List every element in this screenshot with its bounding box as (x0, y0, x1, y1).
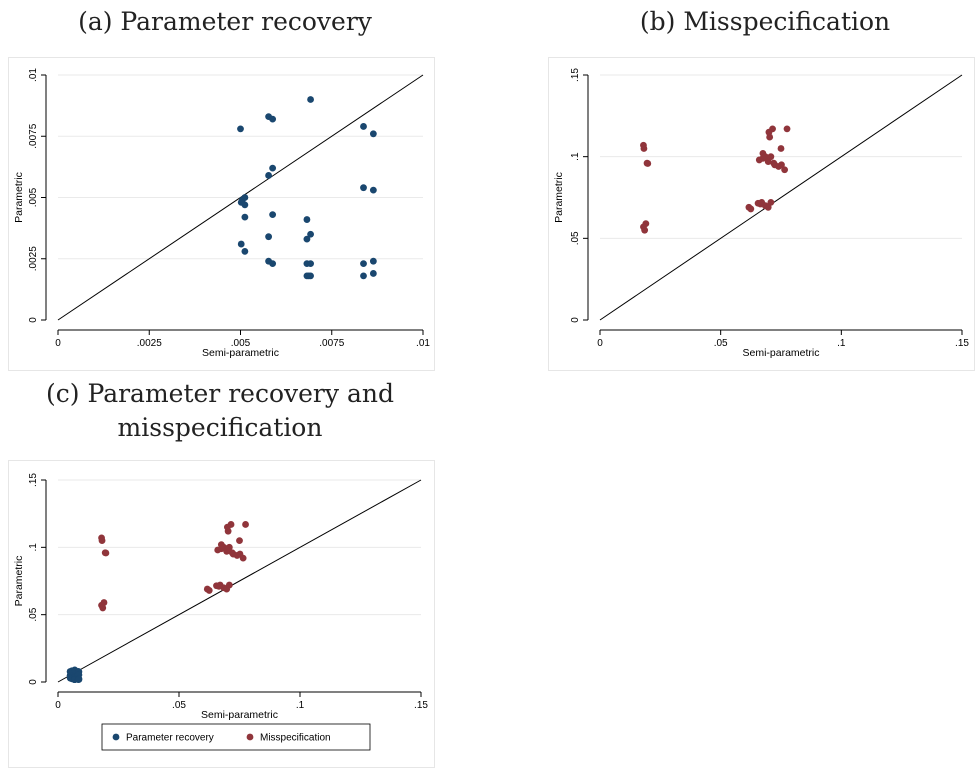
data-point (103, 550, 110, 557)
data-point (370, 130, 377, 137)
y-axis-title: Parametric (553, 172, 565, 223)
data-point (236, 537, 243, 544)
chart-a: 0 .0025 .005 .0075 .01 0 .0025 .005 .0075 .01 Semi… (8, 57, 435, 371)
y-tick-label: .15 (28, 473, 39, 487)
x-tick-label: .05 (172, 700, 186, 711)
y-tick-label: 0 (28, 679, 39, 685)
data-point (644, 160, 651, 167)
y-axis-title: Parametric (13, 172, 25, 223)
chart-frame (9, 58, 435, 371)
data-point (781, 166, 788, 173)
chart-panel-b: 0 .05 .1 .15 0 .05 .1 .15 Semi-parametric Paramet… (548, 57, 975, 371)
data-point (238, 241, 245, 248)
data-point (307, 96, 314, 103)
y-tick-label: .05 (28, 607, 39, 621)
caption-c-line1: (c) Parameter recovery and (15, 376, 425, 411)
data-point (370, 258, 377, 265)
y-tick-label: 0 (570, 317, 581, 323)
data-point (242, 521, 249, 528)
data-point (747, 206, 754, 213)
data-point (226, 582, 233, 589)
y-tick-label: .0025 (28, 246, 39, 271)
data-point (307, 260, 314, 267)
data-point (269, 165, 276, 172)
data-point (784, 126, 791, 133)
data-point (304, 216, 311, 223)
x-tick-label: 0 (55, 338, 61, 349)
x-tick-label: 0 (55, 700, 61, 711)
data-point (269, 116, 276, 123)
x-tick-label: .15 (955, 338, 969, 349)
y-axis-title: Parametric (13, 556, 25, 607)
data-point (99, 605, 106, 612)
chart-frame (549, 58, 975, 371)
x-tick-label: .1 (296, 700, 305, 711)
legend-label: Parameter recovery (126, 733, 214, 744)
data-point (767, 153, 774, 160)
x-tick-label: .0075 (319, 338, 344, 349)
x-tick-label: .1 (837, 338, 846, 349)
x-tick-label: .15 (414, 700, 428, 711)
data-point (269, 260, 276, 267)
data-point (766, 129, 773, 136)
data-point (99, 537, 106, 544)
caption-c-line2: misspecification (15, 410, 425, 445)
y-tick-label: .05 (570, 231, 581, 245)
caption-a: (a) Parameter recovery (40, 4, 410, 39)
chart-frame (9, 461, 435, 768)
data-point (757, 201, 764, 208)
data-point (778, 145, 785, 152)
y-tick-label: 0 (28, 317, 39, 323)
data-point (216, 583, 223, 590)
data-point (370, 187, 377, 194)
data-point (360, 260, 367, 267)
y-tick-label: .0075 (28, 123, 39, 148)
data-point (370, 270, 377, 277)
chart-c: 0 .05 .1 .15 0 .05 .1 .15 Semi-parametric Paramet… (8, 460, 435, 768)
legend-marker (247, 734, 254, 741)
data-point (265, 233, 272, 240)
data-point (265, 172, 272, 179)
legend-label: Misspecification (260, 733, 331, 744)
chart-panel-a: 0 .0025 .005 .0075 .01 0 .0025 .005 .0075 .01 Semi… (8, 57, 435, 371)
data-point (304, 236, 311, 243)
y-tick-label: .1 (570, 152, 581, 161)
legend-marker (113, 734, 120, 741)
data-point (226, 544, 233, 551)
data-point (269, 211, 276, 218)
chart-panel-c: 0 .05 .1 .15 0 .05 .1 .15 Semi-parametric Paramet… (8, 460, 435, 768)
y-tick-label: .01 (28, 68, 39, 82)
y-tick-label: .15 (570, 68, 581, 82)
data-point (307, 273, 314, 280)
data-point (360, 184, 367, 191)
x-axis-title: Semi-parametric (201, 709, 278, 721)
data-point (224, 524, 231, 531)
data-point (76, 676, 83, 683)
data-point (238, 199, 245, 206)
data-point (241, 214, 248, 221)
data-point (641, 145, 648, 152)
data-point (767, 199, 774, 206)
x-axis-title: Semi-parametric (202, 347, 279, 359)
caption-b: (b) Misspecification (590, 4, 940, 39)
y-tick-label: .1 (28, 543, 39, 552)
data-point (237, 126, 244, 133)
data-point (641, 227, 648, 234)
data-point (241, 248, 248, 255)
data-point (206, 587, 213, 594)
chart-b: 0 .05 .1 .15 0 .05 .1 .15 Semi-parametric Paramet… (548, 57, 975, 371)
x-axis-title: Semi-parametric (742, 347, 819, 359)
x-tick-label: .01 (416, 338, 430, 349)
data-point (360, 123, 367, 130)
data-point (240, 555, 247, 562)
y-tick-label: .005 (28, 187, 39, 207)
x-tick-label: .0025 (137, 338, 162, 349)
x-tick-label: 0 (597, 338, 603, 349)
data-point (360, 273, 367, 280)
x-tick-label: .05 (714, 338, 728, 349)
